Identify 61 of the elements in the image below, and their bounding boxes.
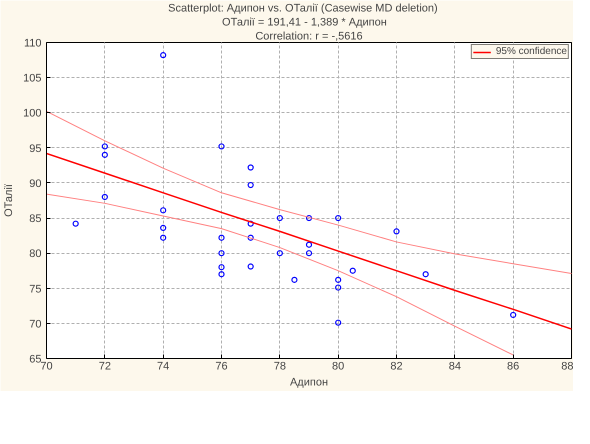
y-tick-label: 110: [24, 38, 42, 50]
point: [276, 214, 283, 222]
point: [306, 250, 312, 256]
point: [335, 214, 342, 222]
point: [291, 276, 298, 283]
point: [218, 264, 225, 270]
y-tick-label: 70: [29, 318, 42, 330]
x-tick-label: 88: [561, 360, 574, 372]
y-tick-label: 80: [29, 248, 42, 260]
point: [218, 271, 225, 278]
x-tick-label: 86: [507, 360, 520, 372]
y-tick-label: 65: [29, 354, 42, 366]
line-series: [46, 194, 514, 356]
annotation: Correlation: r = -,5616: [255, 30, 363, 42]
y-tick-label: 100: [23, 108, 42, 120]
y-tick-label: 85: [29, 213, 42, 226]
chart-subtitle: ОТалії = 191,41 - 1,389 * Адипон: [222, 16, 387, 28]
point: [276, 250, 283, 256]
point: [72, 220, 79, 227]
point: [306, 214, 312, 222]
y-tick-label: 90: [29, 178, 42, 190]
point: [422, 271, 429, 278]
y-tick-label: 105: [23, 72, 42, 85]
point: [102, 194, 108, 200]
point: [335, 276, 342, 283]
point: [335, 320, 342, 326]
point: [160, 224, 166, 231]
y-tick-label: 75: [29, 283, 42, 296]
line-series: [46, 152, 572, 330]
legend-label: 95% confidence: [496, 46, 567, 57]
x-tick-label: 70: [40, 360, 53, 372]
x-tick-label: 72: [98, 360, 111, 372]
point: [218, 143, 225, 150]
x-tick-label: 74: [157, 360, 170, 372]
point: [350, 268, 356, 274]
point: [160, 234, 166, 241]
point: [160, 52, 166, 58]
x-tick-label: 76: [215, 360, 228, 372]
point: [248, 220, 254, 227]
point: [248, 234, 254, 241]
point: [102, 152, 108, 158]
point: [335, 284, 342, 291]
x-tick-label: 82: [390, 360, 403, 372]
y-tick-label: 95: [29, 142, 42, 155]
x-tick-label: 84: [448, 360, 461, 372]
point: [248, 164, 254, 171]
point: [248, 263, 254, 270]
point: [393, 228, 400, 234]
point: [248, 182, 254, 188]
point: [306, 242, 312, 248]
x-tick-label: 80: [332, 360, 344, 372]
line-series: [46, 110, 572, 274]
point: [102, 143, 108, 150]
point: [160, 207, 166, 214]
point: [218, 234, 225, 241]
x-axis-title: Адипон: [290, 376, 328, 388]
point: [510, 312, 516, 318]
x-tick-label: 78: [274, 360, 286, 372]
point: [218, 250, 225, 256]
chart-title: Scatterplot: Адипон vs. ОТалії (Casewise MD deletion): [168, 2, 438, 14]
y-axis-title: ОТалії: [3, 184, 16, 217]
